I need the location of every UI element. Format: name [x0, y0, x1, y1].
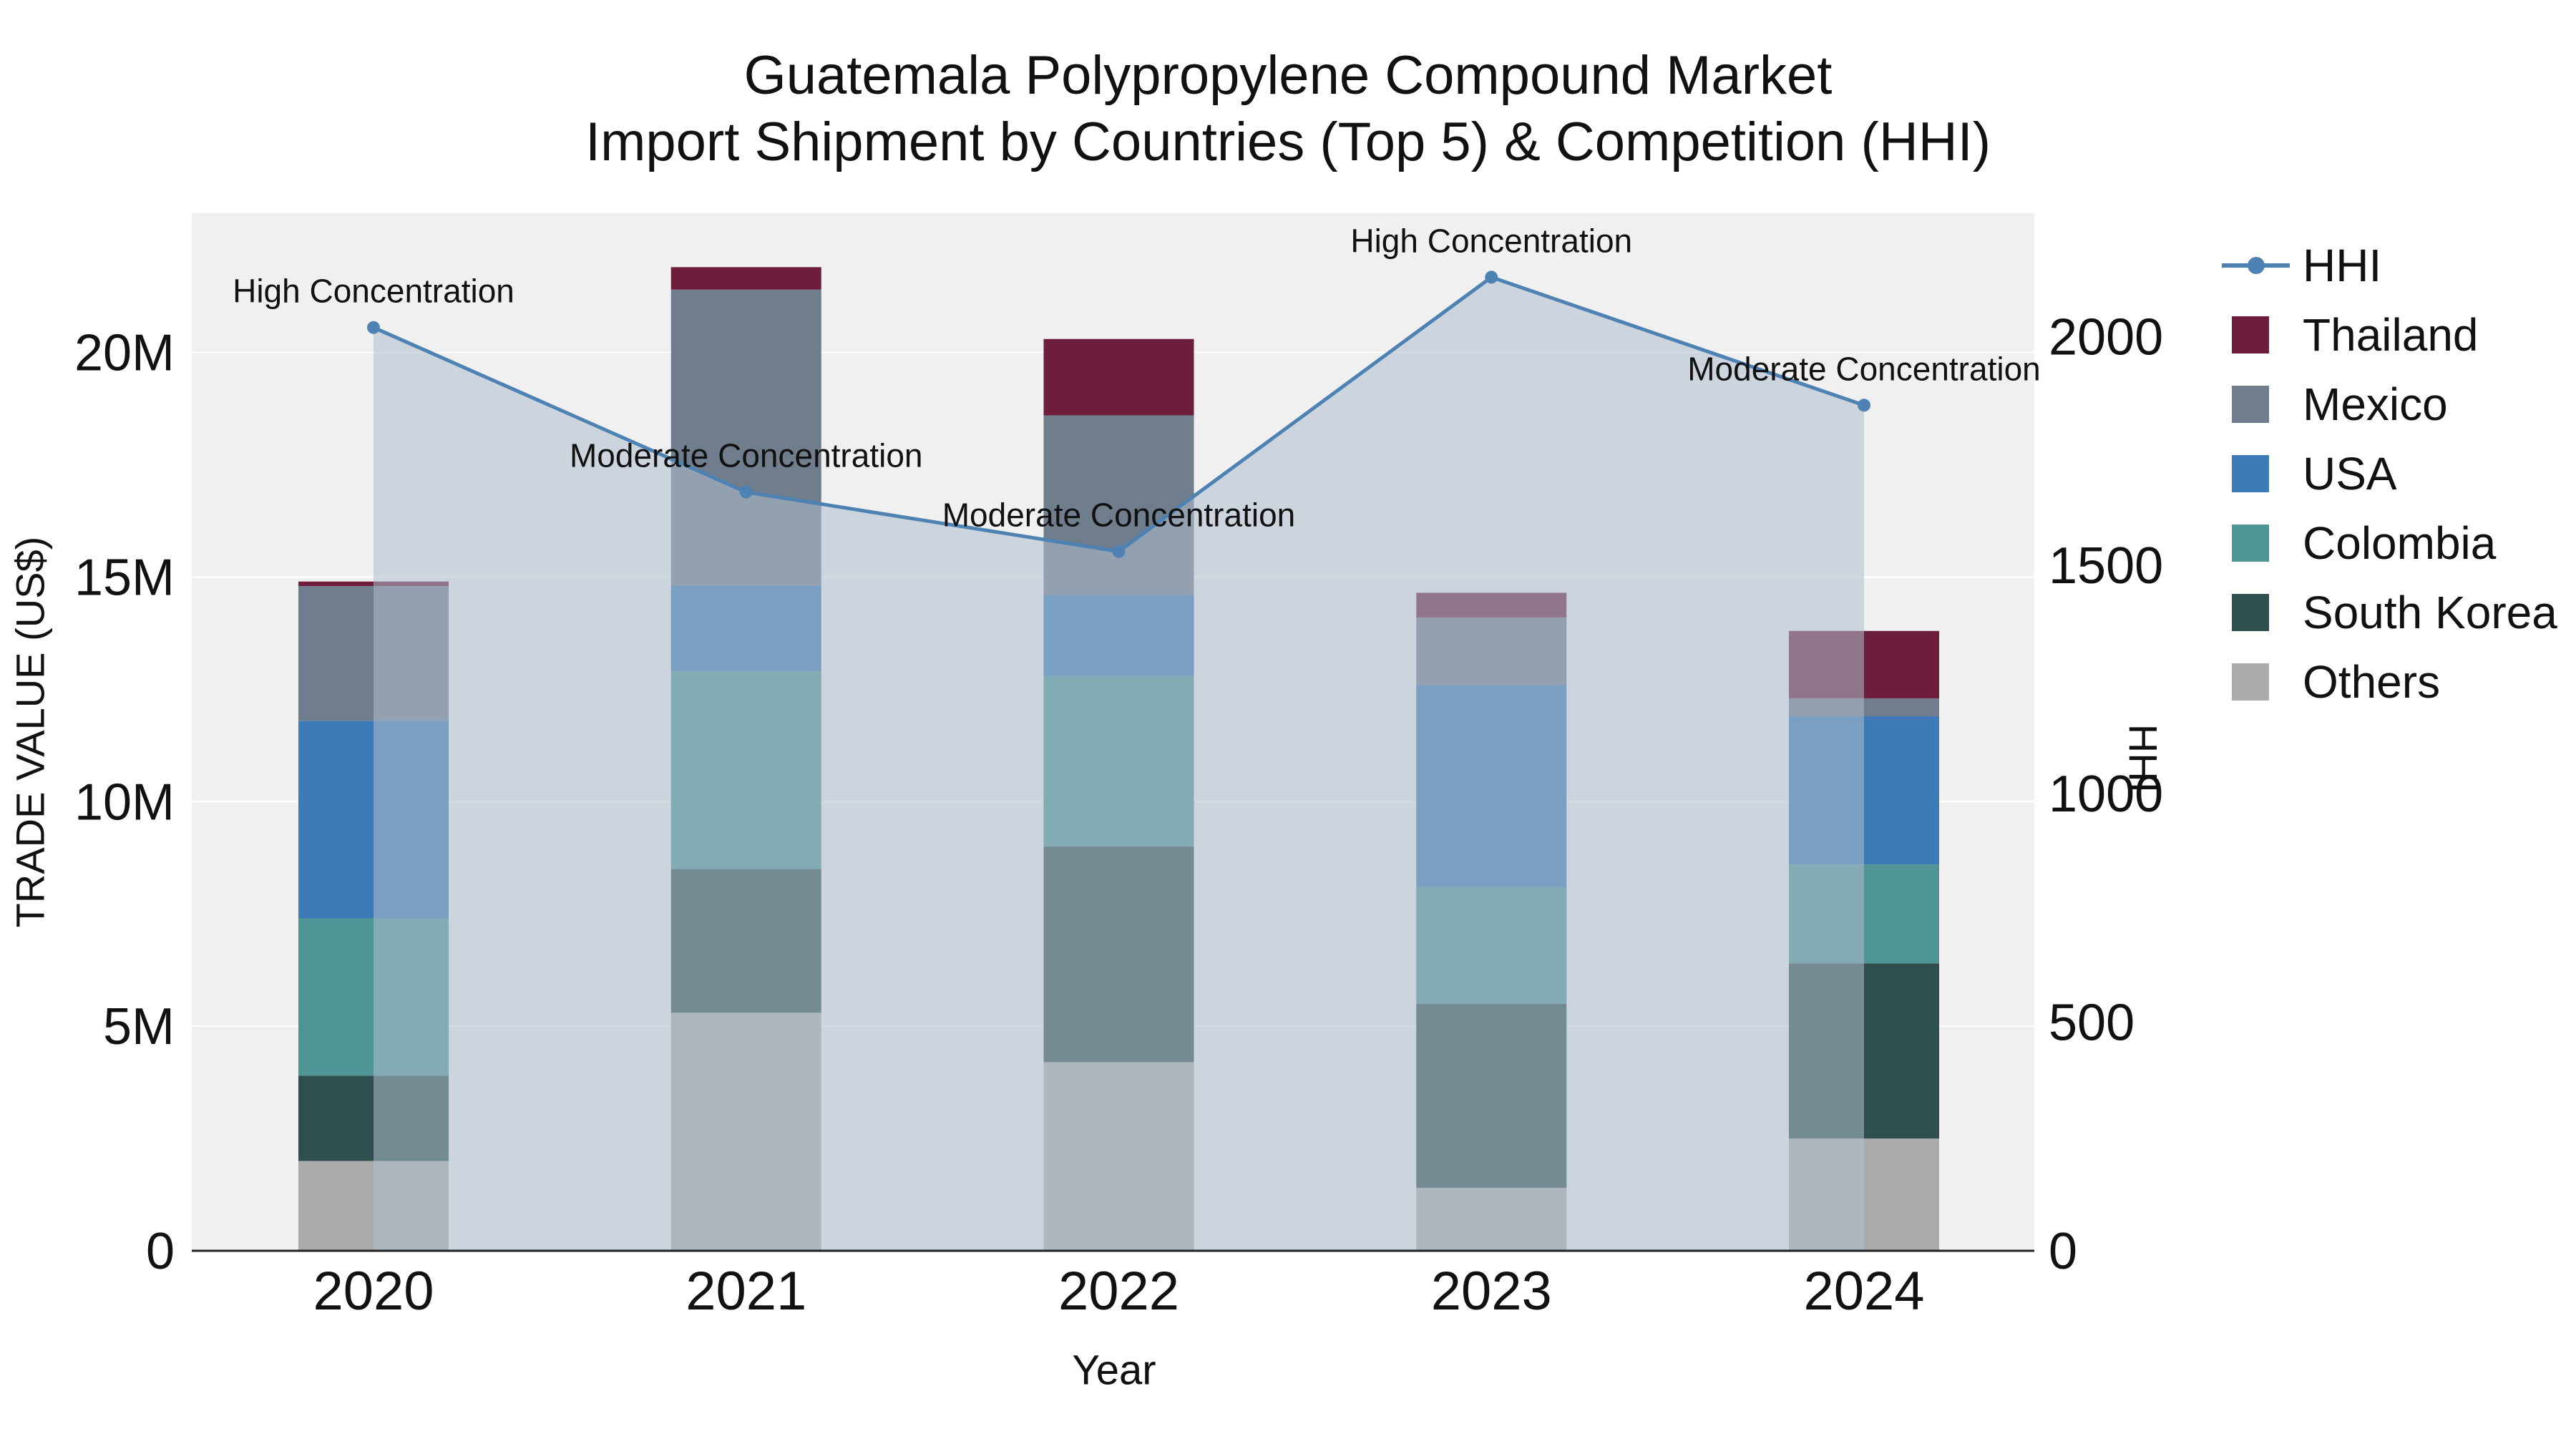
legend-item-thailand[interactable]: Thailand — [2222, 300, 2557, 369]
legend-item-hhi[interactable]: HHI — [2222, 230, 2557, 300]
legend-item-label: HHI — [2303, 239, 2382, 291]
legend-item-label: Thailand — [2303, 308, 2479, 361]
hhi-area-fill — [374, 277, 1864, 1252]
x-tick-label: 2023 — [1431, 1261, 1552, 1322]
right-tick-label: 2000 — [2049, 308, 2163, 366]
legend-others-swatch — [2222, 657, 2290, 707]
left-axis-title: TRADE VALUE (US$) — [7, 536, 53, 928]
x-axis-title: Year — [1072, 1347, 1156, 1394]
right-tick-label: 0 — [2049, 1223, 2077, 1280]
left-tick-label: 10M — [74, 774, 175, 831]
legend: HHI Thailand Mexico USA Colombia South K… — [2222, 230, 2557, 716]
bar-segment-thailand — [670, 267, 821, 290]
x-tick-label: 2021 — [686, 1261, 806, 1322]
hhi-marker — [367, 321, 380, 334]
legend-item-colombia[interactable]: Colombia — [2222, 508, 2557, 577]
hhi-markers — [367, 270, 1870, 558]
legend-color-box — [2232, 524, 2269, 562]
right-axis-title: HHI — [2120, 723, 2166, 794]
annotation: Moderate Concentration — [1687, 350, 2041, 387]
legend-item-label: Mexico — [2303, 378, 2448, 430]
bar-segment-thailand — [1043, 338, 1194, 416]
left-tick-label: 15M — [74, 549, 175, 606]
right-tick-label: 500 — [2049, 995, 2135, 1052]
annotation: Moderate Concentration — [570, 437, 923, 474]
legend-color-box — [2232, 663, 2269, 701]
legend-colombia-swatch — [2222, 518, 2290, 568]
hhi-marker — [1485, 270, 1498, 284]
legend-hhi-line-symbol — [2222, 240, 2290, 291]
chart-title: Guatemala Polypropylene Compound Market … — [0, 43, 2576, 175]
legend-item-mexico[interactable]: Mexico — [2222, 369, 2557, 439]
legend-color-box — [2232, 385, 2269, 423]
legend-line-marker — [2247, 256, 2265, 274]
chart-title-line2: Import Shipment by Countries (Top 5) & C… — [585, 111, 1991, 172]
legend-mexico-swatch — [2222, 379, 2290, 429]
left-tick-label: 20M — [74, 325, 175, 382]
legend-item-south-korea[interactable]: South Korea — [2222, 577, 2557, 647]
hhi-marker — [1112, 545, 1126, 558]
chart-title-line1: Guatemala Polypropylene Compound Market — [743, 45, 1833, 106]
annotation: Moderate Concentration — [942, 497, 1296, 534]
legend-item-label: South Korea — [2303, 586, 2557, 638]
x-tick-label: 2022 — [1058, 1261, 1179, 1322]
legend-item-label: Others — [2303, 655, 2441, 708]
left-tick-label: 0 — [146, 1223, 175, 1280]
legend-color-box — [2232, 454, 2269, 492]
legend-item-label: Colombia — [2303, 517, 2497, 569]
legend-usa-swatch — [2222, 449, 2290, 499]
hhi-marker — [1858, 399, 1870, 412]
legend-color-box — [2232, 316, 2269, 353]
legend-item-label: USA — [2303, 447, 2397, 499]
annotation: High Concentration — [233, 273, 514, 310]
legend-south-korea-swatch — [2222, 587, 2290, 638]
legend-item-others[interactable]: Others — [2222, 647, 2557, 716]
legend-thailand-swatch — [2222, 310, 2290, 360]
legend-color-box — [2232, 593, 2269, 631]
x-tick-label: 2020 — [313, 1261, 434, 1322]
annotations: High Concentration Moderate Concentration… — [233, 222, 2041, 533]
legend-item-usa[interactable]: USA — [2222, 439, 2557, 508]
annotation: High Concentration — [1350, 222, 1632, 259]
hhi-marker — [739, 485, 753, 499]
right-tick-label: 1000 — [2049, 766, 2163, 823]
right-tick-label: 1500 — [2049, 537, 2163, 595]
x-tick-label: 2024 — [1803, 1261, 1924, 1322]
left-tick-label: 5M — [103, 998, 175, 1055]
tick-labels: 0 5M 10M 15M 20M 0 500 1000 1500 2000 2020 2021 2022… — [74, 308, 2163, 1322]
